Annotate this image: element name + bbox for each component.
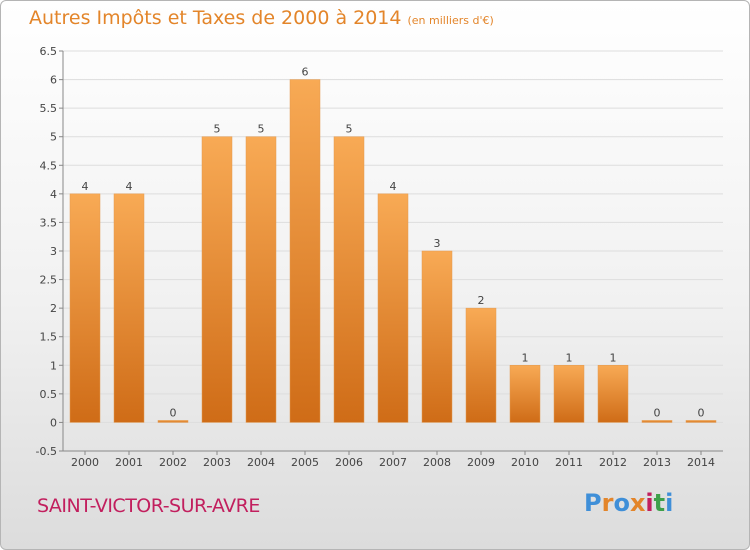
bar xyxy=(69,193,101,423)
logo-letter: i xyxy=(665,489,674,517)
y-tick-label: 2.5 xyxy=(40,274,58,287)
x-tick-label: 2014 xyxy=(687,456,715,469)
x-tick-label: 2003 xyxy=(203,456,231,469)
title-unit: (en milliers d'€) xyxy=(407,14,494,27)
logo-letter: P xyxy=(584,489,602,517)
y-tick-label: 5.5 xyxy=(40,102,58,115)
data-label: 1 xyxy=(610,351,617,364)
x-tick-label: 2006 xyxy=(335,456,363,469)
logo-letter: i xyxy=(645,489,654,517)
bar xyxy=(553,365,585,423)
x-tick-label: 2011 xyxy=(555,456,583,469)
data-label: 1 xyxy=(522,351,529,364)
data-label: 4 xyxy=(82,180,89,193)
x-tick-label: 2004 xyxy=(247,456,275,469)
bar xyxy=(465,307,497,423)
x-tick-label: 2008 xyxy=(423,456,451,469)
data-label: 5 xyxy=(214,123,221,136)
title-text: Autres Impôts et Taxes de 2000 à 2014 xyxy=(29,7,402,29)
chart-title: Autres Impôts et Taxes de 2000 à 2014 (en… xyxy=(29,7,494,29)
logo-letter: o xyxy=(613,489,630,517)
y-tick-label: -0.5 xyxy=(36,445,57,458)
bar xyxy=(641,420,673,423)
bar xyxy=(685,420,717,423)
x-tick-label: 2001 xyxy=(115,456,143,469)
x-tick-label: 2005 xyxy=(291,456,319,469)
x-tick-label: 2009 xyxy=(467,456,495,469)
y-tick-label: 0 xyxy=(50,416,57,429)
data-label: 0 xyxy=(698,406,705,419)
y-tick-label: 1 xyxy=(50,359,57,372)
logo-letter: r xyxy=(601,489,614,517)
y-tick-label: 5 xyxy=(50,131,57,144)
y-tick-label: 6 xyxy=(50,74,57,87)
bar xyxy=(509,365,541,423)
bar xyxy=(113,193,145,423)
x-tick-label: 2013 xyxy=(643,456,671,469)
logo-letter: x xyxy=(629,489,646,517)
data-label: 4 xyxy=(126,180,133,193)
bar xyxy=(597,365,629,423)
place-name: SAINT-VICTOR-SUR-AVRE xyxy=(37,495,260,517)
data-label: 0 xyxy=(654,406,661,419)
data-label: 6 xyxy=(302,66,309,79)
y-tick-label: 3 xyxy=(50,245,57,258)
data-label: 5 xyxy=(346,123,353,136)
bar xyxy=(245,136,277,423)
x-tick-label: 2000 xyxy=(71,456,99,469)
data-label: 3 xyxy=(434,237,441,250)
bar xyxy=(333,136,365,423)
bar xyxy=(201,136,233,423)
y-tick-label: 4.5 xyxy=(40,159,58,172)
y-tick-label: 2 xyxy=(50,302,57,315)
data-label: 0 xyxy=(170,406,177,419)
proxiti-logo: Proxiti xyxy=(584,489,673,517)
data-label: 2 xyxy=(478,294,485,307)
y-tick-label: 0.5 xyxy=(40,388,58,401)
x-tick-label: 2010 xyxy=(511,456,539,469)
x-tick-label: 2012 xyxy=(599,456,627,469)
logo-letter: t xyxy=(653,489,666,517)
x-tick-label: 2002 xyxy=(159,456,187,469)
bar xyxy=(377,193,409,423)
x-tick-label: 2007 xyxy=(379,456,407,469)
y-tick-label: 4 xyxy=(50,188,57,201)
y-tick-label: 6.5 xyxy=(40,45,58,58)
data-label: 1 xyxy=(566,351,573,364)
bar xyxy=(157,420,189,423)
data-label: 5 xyxy=(258,123,265,136)
bar xyxy=(421,250,453,423)
y-tick-label: 1.5 xyxy=(40,331,58,344)
y-tick-label: 3.5 xyxy=(40,216,58,229)
bar xyxy=(289,79,321,423)
data-label: 4 xyxy=(390,180,397,193)
